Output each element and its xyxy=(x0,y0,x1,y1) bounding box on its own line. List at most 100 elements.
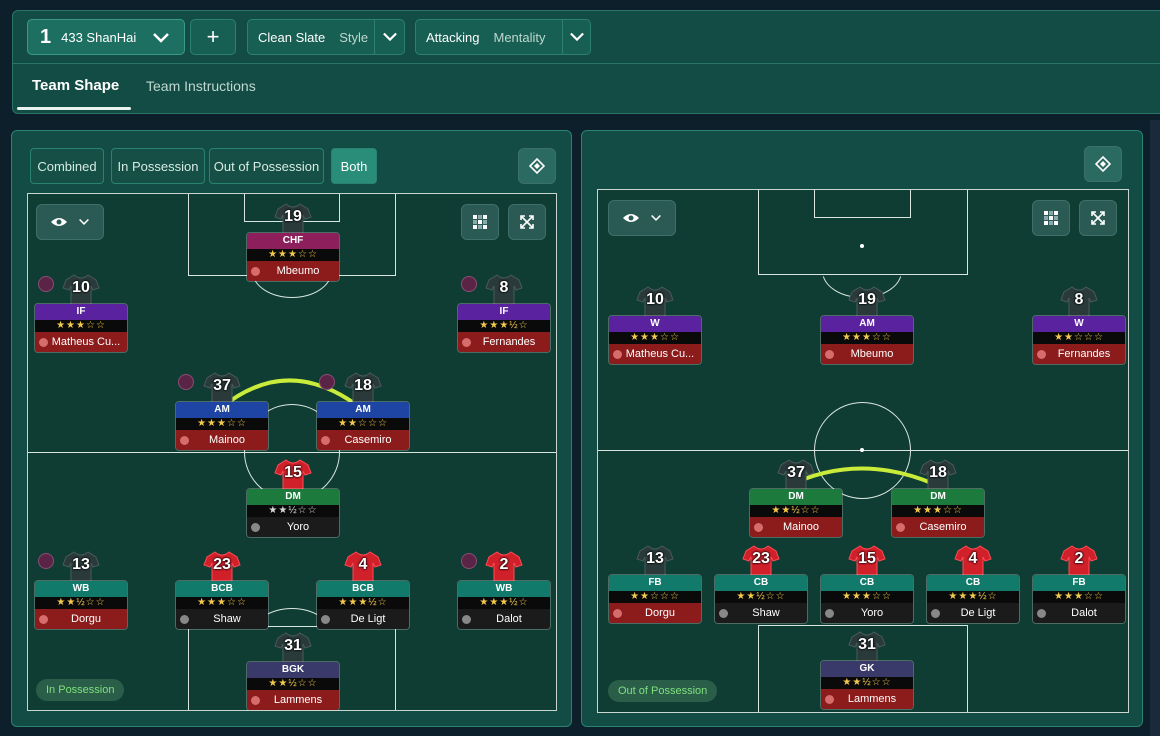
shirt-icon xyxy=(636,544,674,580)
shirt-icon xyxy=(344,550,382,586)
role-card: WB ★★½☆☆ Dorgu xyxy=(34,580,128,630)
view-toggle-button[interactable] xyxy=(36,204,104,240)
role-card: CB ★★½☆☆ Shaw xyxy=(714,574,808,624)
star-rating: ★★★☆☆ xyxy=(1033,591,1125,603)
shirt-icon xyxy=(62,550,100,586)
phase-tab-both[interactable]: Both xyxy=(331,148,377,184)
grid-view-button[interactable] xyxy=(1032,200,1070,236)
player-card[interactable]: 15 DM ★★½☆☆ Yoro xyxy=(246,458,340,548)
player-card[interactable]: 2 WB ★★★½☆ Dalot xyxy=(457,550,551,640)
mentality-dropdown-button[interactable] xyxy=(562,20,590,54)
style-selector[interactable]: Clean Slate Style xyxy=(247,19,405,55)
shirt-icon xyxy=(62,273,100,309)
view-toggle-button[interactable] xyxy=(608,200,676,236)
avatar-icon xyxy=(719,609,728,618)
tactic-board-button[interactable] xyxy=(518,148,556,184)
phase-tab-combined[interactable]: Combined xyxy=(30,148,104,184)
player-card[interactable]: 23 CB ★★½☆☆ Shaw xyxy=(714,544,808,634)
style-dropdown-button[interactable] xyxy=(374,20,404,54)
shirt-icon xyxy=(274,458,312,494)
mentality-label: Mentality xyxy=(493,29,546,45)
expand-button[interactable] xyxy=(1079,200,1117,236)
right-edge-scrollbar[interactable] xyxy=(1150,120,1160,736)
player-card[interactable]: 23 BCB ★★★☆☆ Shaw xyxy=(175,550,269,640)
player-card[interactable]: 10 W ★★★☆☆ Matheus Cu... xyxy=(608,285,702,375)
player-card[interactable]: 10 IF ★★★☆☆ Matheus Cu... xyxy=(34,273,128,363)
shirt-number: 23 xyxy=(752,550,770,567)
role-card: AM ★★★☆☆ Mainoo xyxy=(175,401,269,451)
football-icon xyxy=(38,276,54,292)
player-name: Matheus Cu... xyxy=(51,336,121,348)
player-card[interactable]: 4 BCB ★★★½☆ De Ligt xyxy=(316,550,410,640)
right-pitch: 10 W ★★★☆☆ Matheus Cu... 19 AM ★★★☆☆ Mbeumo 8 W ★★… xyxy=(597,189,1129,713)
role-card: AM ★★☆☆☆ Casemiro xyxy=(316,401,410,451)
top-goal-box xyxy=(814,190,911,218)
avatar-icon xyxy=(251,523,260,532)
tactic-board-icon xyxy=(1095,156,1111,172)
player-name-row: Yoro xyxy=(821,603,913,623)
player-card[interactable]: 31 GK ★★½☆☆ Lammens xyxy=(820,630,914,712)
player-role: CB xyxy=(821,575,913,591)
player-role: IF xyxy=(458,304,550,320)
shirt-icon xyxy=(344,371,382,407)
player-name-row: Fernandes xyxy=(458,332,550,352)
player-card[interactable]: 18 DM ★★★☆☆ Casemiro xyxy=(891,458,985,548)
player-role: W xyxy=(609,316,701,332)
player-card[interactable]: 4 CB ★★★½☆ De Ligt xyxy=(926,544,1020,634)
player-name: De Ligt xyxy=(960,607,996,619)
eye-icon xyxy=(51,218,67,226)
star-rating: ★★★½☆ xyxy=(317,597,409,609)
star-rating: ★★★☆☆ xyxy=(176,597,268,609)
player-card[interactable]: 31 BGK ★★½☆☆ Lammens xyxy=(246,631,340,710)
tactic-board-button[interactable] xyxy=(1084,146,1122,182)
phase-tab-out-of-possession[interactable]: Out of Possession xyxy=(209,148,324,184)
tab-team-instructions[interactable]: Team Instructions xyxy=(146,78,256,94)
shirt-number: 18 xyxy=(354,377,372,394)
player-name-row: Lammens xyxy=(821,689,913,709)
player-role: BCB xyxy=(176,581,268,597)
shirt-number: 37 xyxy=(213,377,231,394)
grid-view-button[interactable] xyxy=(461,204,499,240)
add-tactic-button[interactable]: + xyxy=(190,19,236,55)
role-card: CHF ★★★☆☆ Mbeumo xyxy=(246,232,340,282)
player-name: Casemiro xyxy=(919,521,967,533)
player-card[interactable]: 2 FB ★★★☆☆ Dalot xyxy=(1032,544,1126,634)
star-rating: ★★½☆☆ xyxy=(821,677,913,689)
player-name: Matheus Cu... xyxy=(625,348,695,360)
avatar-icon xyxy=(251,267,260,276)
player-card[interactable]: 37 DM ★★½☆☆ Mainoo xyxy=(749,458,843,548)
mentality-selector[interactable]: Attacking Mentality xyxy=(415,19,591,55)
player-name-row: Mbeumo xyxy=(821,344,913,364)
phase-tab-in-possession[interactable]: In Possession xyxy=(111,148,205,184)
player-card[interactable]: 18 AM ★★☆☆☆ Casemiro xyxy=(316,371,410,461)
star-rating: ★★★☆☆ xyxy=(892,505,984,517)
player-role: WB xyxy=(458,581,550,597)
player-card[interactable]: 13 WB ★★½☆☆ Dorgu xyxy=(34,550,128,640)
star-rating: ★★★☆☆ xyxy=(609,332,701,344)
player-name: Dalot xyxy=(496,613,522,625)
eye-icon xyxy=(623,214,639,222)
shirt-number: 31 xyxy=(284,637,302,654)
role-card: BCB ★★★☆☆ Shaw xyxy=(175,580,269,630)
player-card[interactable]: 8 W ★★☆☆☆ Fernandes xyxy=(1032,285,1126,375)
role-card: W ★★☆☆☆ Fernandes xyxy=(1032,315,1126,365)
player-card[interactable]: 19 AM ★★★☆☆ Mbeumo xyxy=(820,285,914,375)
expand-button[interactable] xyxy=(508,204,546,240)
player-role: DM xyxy=(892,489,984,505)
divider xyxy=(13,63,1160,64)
role-card: FB ★★☆☆☆ Dorgu xyxy=(608,574,702,624)
player-role: IF xyxy=(35,304,127,320)
player-card[interactable]: 19 CHF ★★★☆☆ Mbeumo xyxy=(246,202,340,292)
player-card[interactable]: 37 AM ★★★☆☆ Mainoo xyxy=(175,371,269,461)
tab-team-shape[interactable]: Team Shape xyxy=(32,77,120,94)
tactic-selector[interactable]: 1 433 ShanHai xyxy=(27,19,185,55)
avatar-icon xyxy=(825,695,834,704)
player-card[interactable]: 13 FB ★★☆☆☆ Dorgu xyxy=(608,544,702,634)
shirt-number: 10 xyxy=(646,291,664,308)
player-name: Shaw xyxy=(213,613,241,625)
shirt-icon xyxy=(485,550,523,586)
shirt-icon xyxy=(274,631,312,667)
player-name-row: Matheus Cu... xyxy=(609,344,701,364)
player-card[interactable]: 8 IF ★★★½☆ Fernandes xyxy=(457,273,551,363)
player-card[interactable]: 15 CB ★★★☆☆ Yoro xyxy=(820,544,914,634)
